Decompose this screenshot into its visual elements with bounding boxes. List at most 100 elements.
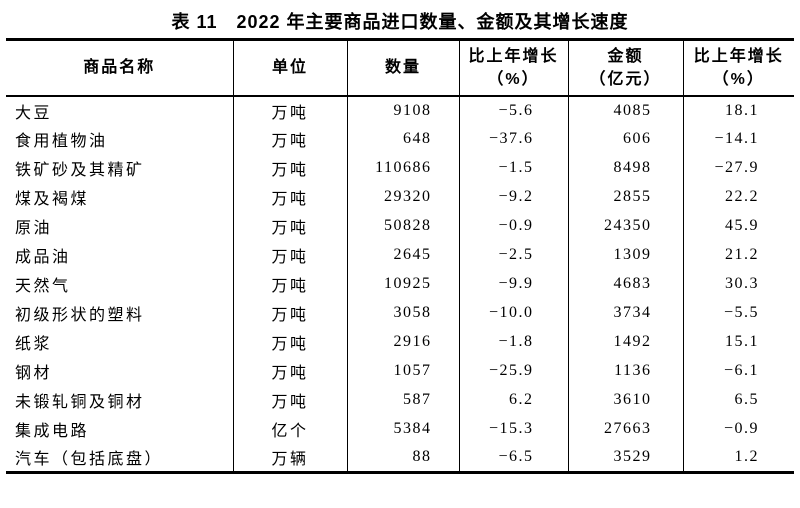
- cell-val-growth: 18.1: [682, 95, 794, 125]
- cell-value: 2855: [567, 182, 683, 212]
- commodity-import-table: 商品名称 单位 数量 比上年增长 （%） 金额 （亿元） 比上年增长: [6, 38, 794, 474]
- table-row: 初级形状的塑料 万吨 3058 −10.0 3734 −5.5: [6, 298, 794, 328]
- cell-qty-growth: −15.3: [458, 414, 568, 444]
- cell-val-growth: −27.9: [682, 153, 794, 183]
- cell-val-growth: 45.9: [682, 211, 794, 241]
- cell-qty-growth: −1.5: [458, 153, 568, 183]
- cell-value: 27663: [567, 414, 683, 444]
- header-unit: 单位: [232, 39, 347, 97]
- cell-val-growth: 21.2: [682, 240, 794, 270]
- cell-val-growth: −0.9: [682, 414, 794, 444]
- cell-qty-growth: −9.9: [458, 269, 568, 299]
- header-qty-growth-line1: 比上年增长: [468, 47, 559, 65]
- header-commodity-name: 商品名称: [6, 39, 233, 97]
- table-row: 纸浆 万吨 2916 −1.8 1492 15.1: [6, 327, 794, 357]
- table-header: 商品名称 单位 数量 比上年增长 （%） 金额 （亿元） 比上年增长: [6, 39, 794, 97]
- cell-value: 1309: [567, 240, 683, 270]
- cell-value: 606: [567, 124, 683, 154]
- cell-qty-growth: −0.9: [458, 211, 568, 241]
- cell-qty-growth: −1.8: [458, 327, 568, 357]
- cell-val-growth: −14.1: [682, 124, 794, 154]
- cell-unit: 万吨: [232, 124, 347, 154]
- cell-name: 钢材: [15, 365, 53, 382]
- cell-name: 汽车（包括底盘）: [15, 451, 164, 469]
- cell-value: 24350: [567, 211, 683, 241]
- cell-quantity: 2916: [346, 327, 459, 357]
- cell-unit: 万吨: [232, 211, 347, 241]
- cell-value: 3734: [567, 298, 683, 328]
- table-body: 大豆 万吨 9108 −5.6 4085 18.1 食用植物油 万吨 648 −…: [6, 95, 794, 473]
- table-row: 成品油 万吨 2645 −2.5 1309 21.2: [6, 240, 794, 270]
- cell-qty-growth: −25.9: [458, 356, 568, 386]
- cell-qty-growth: −5.6: [458, 95, 568, 125]
- cell-value: 1136: [567, 356, 683, 386]
- cell-name: 铁矿砂及其精矿: [15, 162, 145, 179]
- table-row: 汽车（包括底盘） 万辆 88 −6.5 3529 1.2: [6, 443, 794, 473]
- header-qty-growth-line2: （%）: [487, 70, 540, 88]
- cell-quantity: 110686: [346, 153, 459, 183]
- table-title: 表 11 2022 年主要商品进口数量、金额及其增长速度: [171, 12, 629, 32]
- cell-quantity: 50828: [346, 211, 459, 241]
- cell-quantity: 1057: [346, 356, 459, 386]
- cell-unit: 万吨: [232, 356, 347, 386]
- cell-quantity: 3058: [346, 298, 459, 328]
- cell-val-growth: 22.2: [682, 182, 794, 212]
- cell-val-growth: 1.2: [682, 443, 794, 473]
- cell-unit: 万吨: [232, 385, 347, 415]
- cell-value: 4683: [567, 269, 683, 299]
- cell-unit: 万吨: [232, 182, 347, 212]
- cell-name: 成品油: [15, 249, 71, 266]
- table-row: 原油 万吨 50828 −0.9 24350 45.9: [6, 211, 794, 241]
- header-val-growth-line1: 比上年增长: [693, 47, 784, 65]
- cell-name: 集成电路: [15, 423, 90, 440]
- cell-name: 食用植物油: [15, 133, 108, 150]
- cell-quantity: 648: [346, 124, 459, 154]
- cell-quantity: 9108: [346, 95, 459, 125]
- table-row: 天然气 万吨 10925 −9.9 4683 30.3: [6, 269, 794, 299]
- cell-qty-growth: −9.2: [458, 182, 568, 212]
- header-val-growth-line2: （%）: [712, 70, 765, 88]
- cell-name: 初级形状的塑料: [15, 307, 145, 324]
- cell-unit: 万吨: [232, 153, 347, 183]
- header-qty-growth: 比上年增长 （%）: [458, 39, 568, 97]
- table-row: 食用植物油 万吨 648 −37.6 606 −14.1: [6, 124, 794, 154]
- cell-name: 未锻轧铜及铜材: [15, 394, 145, 411]
- cell-value: 3610: [567, 385, 683, 415]
- header-quantity: 数量: [346, 39, 459, 97]
- cell-name: 煤及褐煤: [15, 191, 90, 208]
- cell-value: 3529: [567, 443, 683, 473]
- header-row: 商品名称 单位 数量 比上年增长 （%） 金额 （亿元） 比上年增长: [6, 39, 794, 97]
- table-row: 集成电路 亿个 5384 −15.3 27663 −0.9: [6, 414, 794, 444]
- cell-val-growth: −5.5: [682, 298, 794, 328]
- cell-unit: 万吨: [232, 240, 347, 270]
- header-value: 金额 （亿元）: [567, 39, 683, 97]
- table-row: 铁矿砂及其精矿 万吨 110686 −1.5 8498 −27.9: [6, 153, 794, 183]
- header-val-growth: 比上年增长 （%）: [682, 39, 794, 97]
- cell-qty-growth: −6.5: [458, 443, 568, 473]
- cell-value: 1492: [567, 327, 683, 357]
- header-quantity-label: 数量: [384, 59, 421, 77]
- cell-qty-growth: 6.2: [458, 385, 568, 415]
- cell-qty-growth: −10.0: [458, 298, 568, 328]
- cell-name: 原油: [15, 220, 53, 237]
- cell-quantity: 2645: [346, 240, 459, 270]
- cell-unit: 亿个: [232, 414, 347, 444]
- cell-name: 纸浆: [15, 336, 53, 353]
- cell-unit: 万吨: [232, 95, 347, 125]
- cell-unit: 万吨: [232, 269, 347, 299]
- header-value-line2: （亿元）: [589, 70, 662, 88]
- header-commodity-name-label: 商品名称: [83, 59, 156, 77]
- cell-value: 8498: [567, 153, 683, 183]
- table-row: 煤及褐煤 万吨 29320 −9.2 2855 22.2: [6, 182, 794, 212]
- cell-name: 天然气: [15, 278, 71, 295]
- table-row: 未锻轧铜及铜材 万吨 587 6.2 3610 6.5: [6, 385, 794, 415]
- header-unit-label: 单位: [271, 59, 308, 77]
- cell-qty-growth: −37.6: [458, 124, 568, 154]
- table-row: 钢材 万吨 1057 −25.9 1136 −6.1: [6, 356, 794, 386]
- cell-quantity: 29320: [346, 182, 459, 212]
- cell-quantity: 587: [346, 385, 459, 415]
- table-row: 大豆 万吨 9108 −5.6 4085 18.1: [6, 95, 794, 125]
- cell-val-growth: 15.1: [682, 327, 794, 357]
- cell-qty-growth: −2.5: [458, 240, 568, 270]
